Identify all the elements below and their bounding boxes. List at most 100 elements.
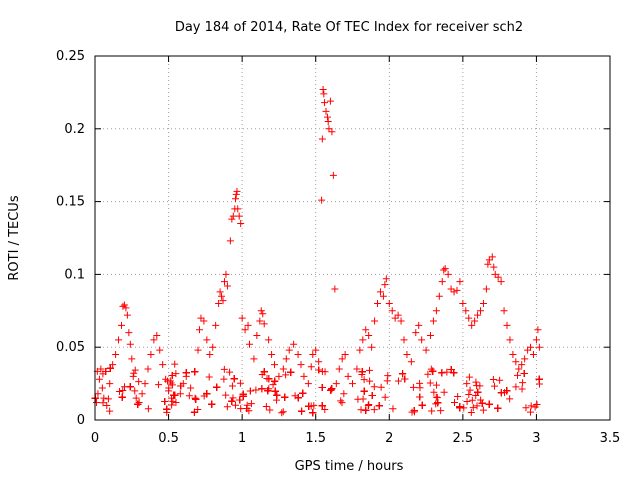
data-point <box>291 392 299 400</box>
data-point <box>220 365 228 373</box>
data-point <box>494 404 502 412</box>
data-point <box>226 368 234 376</box>
data-point <box>273 391 281 399</box>
data-point <box>167 379 175 387</box>
data-point <box>440 388 448 396</box>
data-point <box>97 365 105 373</box>
data-point <box>103 401 111 409</box>
data-point <box>257 307 265 315</box>
data-point <box>256 317 264 325</box>
data-point <box>521 355 529 363</box>
data-point <box>353 365 361 373</box>
data-point <box>432 307 440 315</box>
data-point <box>266 406 274 414</box>
data-point <box>328 385 336 393</box>
x-axis-label: GPS time / hours <box>295 459 404 474</box>
data-point <box>129 372 137 380</box>
data-point <box>161 398 169 406</box>
data-point <box>370 383 378 391</box>
data-point <box>443 368 451 376</box>
data-point <box>246 340 253 348</box>
data-point <box>471 317 479 325</box>
data-point <box>222 391 230 399</box>
data-point <box>315 358 323 366</box>
data-point <box>506 336 514 344</box>
x-tick-label: 3 <box>532 431 540 446</box>
data-point <box>120 301 128 309</box>
data-point <box>323 113 331 121</box>
data-point <box>203 336 211 344</box>
data-point <box>418 401 426 409</box>
data-point <box>473 402 481 410</box>
data-point <box>526 408 534 416</box>
data-point <box>195 326 203 334</box>
data-point <box>253 332 261 340</box>
data-point <box>279 365 287 373</box>
data-point <box>236 379 244 387</box>
data-point <box>162 375 170 383</box>
data-point <box>191 368 199 376</box>
data-point <box>477 396 485 404</box>
data-point <box>260 368 268 376</box>
data-point <box>519 379 527 387</box>
data-point <box>194 406 202 414</box>
data-point <box>491 382 499 390</box>
data-point <box>119 302 127 310</box>
data-point <box>144 365 152 373</box>
data-point <box>476 382 484 390</box>
data-point <box>191 394 199 402</box>
data-point <box>319 85 327 93</box>
data-point <box>535 343 543 351</box>
data-point <box>262 402 270 410</box>
data-point <box>509 350 517 358</box>
data-point <box>104 395 112 403</box>
data-point <box>426 332 434 340</box>
data-point <box>415 321 423 329</box>
data-point <box>119 386 127 394</box>
data-point <box>379 292 387 300</box>
data-point <box>459 300 467 308</box>
data-point <box>332 380 340 388</box>
data-point <box>494 273 502 281</box>
data-point <box>159 361 167 369</box>
data-point <box>126 340 134 348</box>
data-point <box>232 195 240 203</box>
data-point <box>213 383 221 391</box>
data-point <box>243 401 251 409</box>
data-point <box>231 401 239 409</box>
data-point <box>141 380 149 388</box>
data-point <box>474 388 482 396</box>
data-point <box>428 407 436 415</box>
data-point <box>235 212 243 220</box>
data-point <box>409 383 417 391</box>
data-point <box>328 128 336 136</box>
data-point <box>115 387 123 395</box>
data-point <box>497 278 505 286</box>
data-point <box>326 97 334 105</box>
data-point <box>122 304 130 312</box>
data-point <box>236 396 244 404</box>
data-point <box>265 385 273 393</box>
data-point <box>450 288 458 296</box>
data-point <box>429 317 437 325</box>
data-point <box>435 292 443 300</box>
data-point <box>426 379 434 387</box>
data-point <box>532 336 540 344</box>
x-tick-label: 3.5 <box>600 431 621 446</box>
data-point <box>322 107 330 115</box>
data-point <box>527 402 535 410</box>
data-point <box>381 281 389 289</box>
x-tick-label: 0 <box>91 431 99 446</box>
data-point <box>234 205 242 213</box>
x-tick-label: 1.5 <box>305 431 326 446</box>
data-point <box>106 380 114 388</box>
data-point <box>187 384 195 392</box>
data-point <box>325 125 333 133</box>
data-point <box>218 292 226 300</box>
data-point <box>275 372 283 380</box>
data-point <box>447 285 455 293</box>
data-point <box>100 394 108 402</box>
data-point <box>237 219 245 227</box>
data-point <box>468 396 476 404</box>
data-point <box>281 393 289 401</box>
